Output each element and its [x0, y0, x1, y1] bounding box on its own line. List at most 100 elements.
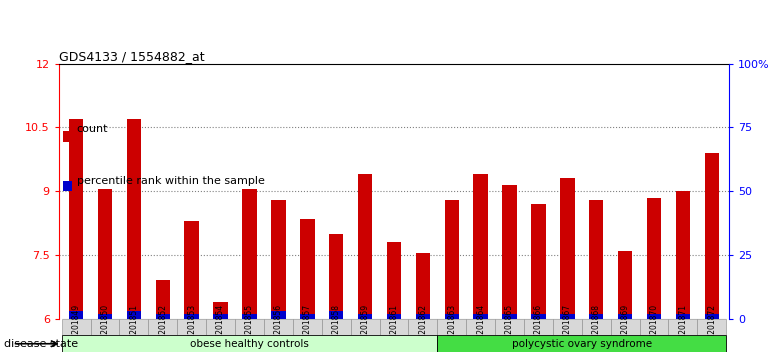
Bar — [91, 319, 119, 335]
Bar — [705, 314, 719, 319]
Text: GSM201868: GSM201868 — [592, 304, 601, 349]
Bar — [437, 335, 726, 352]
Text: GSM201865: GSM201865 — [505, 303, 514, 350]
Bar — [293, 319, 321, 335]
Text: GSM201870: GSM201870 — [649, 303, 659, 350]
Text: GSM201866: GSM201866 — [534, 303, 543, 350]
Text: GSM201850: GSM201850 — [100, 303, 110, 350]
Bar — [119, 319, 148, 335]
Text: GSM201855: GSM201855 — [245, 303, 254, 350]
Bar — [676, 314, 690, 319]
Bar — [474, 174, 488, 319]
Text: GSM201857: GSM201857 — [303, 303, 312, 350]
Text: GSM201853: GSM201853 — [187, 303, 196, 350]
Text: GSM201858: GSM201858 — [332, 304, 341, 349]
Bar — [495, 319, 524, 335]
Bar — [321, 319, 350, 335]
Text: polycystic ovary syndrome: polycystic ovary syndrome — [512, 339, 652, 349]
Bar — [264, 319, 293, 335]
Bar — [379, 319, 408, 335]
Bar — [155, 314, 170, 319]
Text: obese healthy controls: obese healthy controls — [190, 339, 309, 349]
Bar — [647, 314, 661, 319]
Text: GSM201851: GSM201851 — [129, 304, 139, 349]
Bar — [408, 319, 437, 335]
Bar — [235, 319, 264, 335]
Bar — [560, 178, 575, 319]
Text: GSM201859: GSM201859 — [361, 303, 369, 350]
Bar — [358, 174, 372, 319]
Text: GSM201852: GSM201852 — [158, 304, 167, 349]
Text: GSM201872: GSM201872 — [707, 304, 717, 349]
Bar — [532, 314, 546, 319]
Bar — [705, 153, 719, 319]
Bar — [300, 219, 314, 319]
Text: disease state: disease state — [4, 339, 78, 349]
Bar — [242, 314, 256, 319]
Bar — [155, 280, 170, 319]
Bar — [300, 314, 314, 319]
Text: percentile rank within the sample: percentile rank within the sample — [77, 176, 265, 185]
Bar — [387, 314, 401, 319]
Bar — [437, 319, 466, 335]
Text: GSM201869: GSM201869 — [621, 303, 630, 350]
Text: count: count — [77, 124, 108, 134]
Bar — [177, 319, 206, 335]
Bar — [697, 319, 726, 335]
Bar — [503, 185, 517, 319]
Bar — [589, 200, 604, 319]
Text: GSM201854: GSM201854 — [216, 303, 225, 350]
Bar — [148, 319, 177, 335]
Bar — [98, 314, 112, 319]
Text: GSM201863: GSM201863 — [447, 303, 456, 350]
Bar — [560, 314, 575, 319]
Bar — [611, 319, 640, 335]
Text: GSM201862: GSM201862 — [419, 304, 427, 349]
Bar — [350, 319, 379, 335]
Bar — [445, 314, 459, 319]
Text: GSM201871: GSM201871 — [678, 304, 688, 349]
Bar — [416, 253, 430, 319]
Bar — [416, 314, 430, 319]
Bar — [640, 319, 669, 335]
Bar — [503, 314, 517, 319]
Bar — [358, 314, 372, 319]
Bar — [618, 314, 633, 319]
Bar — [271, 200, 285, 319]
Bar — [213, 314, 228, 319]
Bar — [62, 319, 91, 335]
Bar — [62, 335, 437, 352]
Bar — [553, 319, 582, 335]
Bar — [387, 242, 401, 319]
Bar — [532, 204, 546, 319]
Bar — [213, 302, 228, 319]
Bar — [329, 311, 343, 319]
Bar — [618, 251, 633, 319]
Text: GSM201861: GSM201861 — [390, 304, 398, 349]
Bar — [329, 234, 343, 319]
Bar — [184, 221, 199, 319]
Bar — [98, 189, 112, 319]
Bar — [206, 319, 235, 335]
Text: GSM201849: GSM201849 — [71, 303, 81, 350]
Bar — [676, 191, 690, 319]
Bar — [582, 319, 611, 335]
Text: GDS4133 / 1554882_at: GDS4133 / 1554882_at — [59, 50, 205, 63]
Bar — [271, 311, 285, 319]
Bar — [589, 314, 604, 319]
Bar — [669, 319, 697, 335]
Bar — [127, 119, 141, 319]
Text: GSM201864: GSM201864 — [476, 303, 485, 350]
Bar — [474, 314, 488, 319]
Text: GSM201856: GSM201856 — [274, 303, 283, 350]
Bar — [242, 189, 256, 319]
Bar — [524, 319, 553, 335]
Bar — [127, 311, 141, 319]
Bar — [184, 314, 199, 319]
Bar — [69, 119, 83, 319]
Bar — [69, 311, 83, 319]
Bar — [466, 319, 495, 335]
Text: GSM201867: GSM201867 — [563, 303, 572, 350]
Bar — [647, 198, 661, 319]
Bar — [445, 200, 459, 319]
